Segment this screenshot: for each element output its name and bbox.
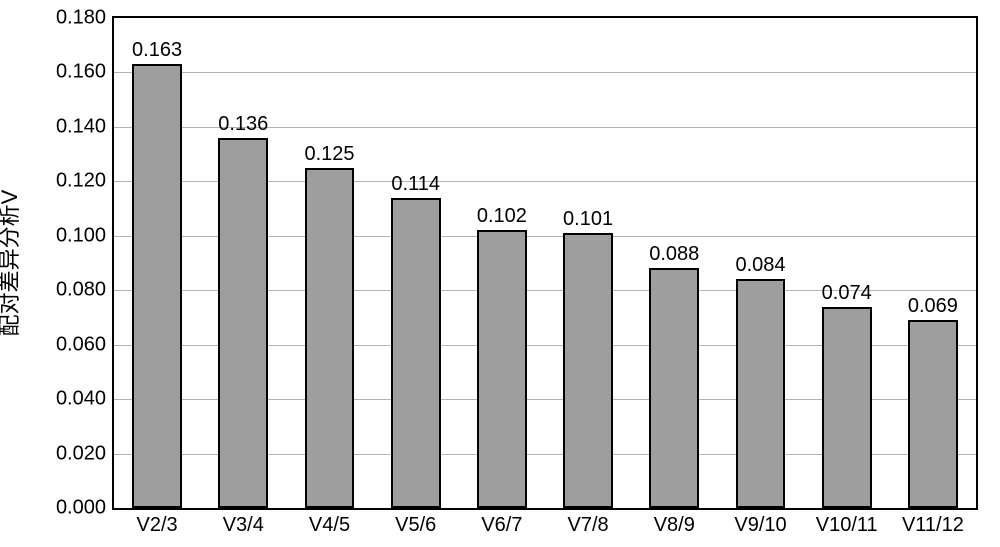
y-tick-label: 0.160 [56,61,114,84]
y-tick-label: 0.080 [56,279,114,302]
bar-value-label: 0.114 [391,173,440,200]
bar-value-label: 0.074 [822,282,872,309]
bar-value-label: 0.088 [649,243,699,270]
y-tick-label: 0.140 [56,115,114,138]
y-tick-label: 0.040 [56,388,114,411]
bar: 0.163 [132,64,182,508]
x-tick-label: V11/12 [902,508,964,537]
bar: 0.074 [822,307,872,508]
y-tick-label: 0.180 [56,7,114,30]
bar: 0.102 [477,230,527,508]
gridline [114,72,976,73]
y-tick-label: 0.100 [56,224,114,247]
bar: 0.084 [736,279,786,508]
bar-value-label: 0.125 [304,143,354,170]
x-tick-label: V4/5 [309,508,350,537]
bar-value-label: 0.163 [132,39,182,66]
y-tick-label: 0.060 [56,333,114,356]
bar: 0.114 [391,198,441,508]
x-tick-label: V9/10 [734,508,786,537]
bar-value-label: 0.069 [908,295,958,322]
bar: 0.101 [563,233,613,508]
x-tick-label: V2/3 [137,508,178,537]
bar-value-label: 0.101 [563,208,613,235]
bar: 0.136 [218,138,268,508]
x-tick-label: V10/11 [816,508,878,537]
bar-value-label: 0.136 [218,113,268,140]
bar-value-label: 0.084 [735,254,785,281]
bar: 0.088 [649,268,699,508]
y-tick-label: 0.000 [56,497,114,520]
bar: 0.069 [908,320,958,508]
x-tick-label: V6/7 [481,508,522,537]
y-axis-label: 配对差异分析V [0,190,24,337]
y-tick-label: 0.020 [56,442,114,465]
x-tick-label: V3/4 [223,508,264,537]
plot-area: 0.0000.0200.0400.0600.0800.1000.1200.140… [112,16,978,510]
y-tick-label: 0.120 [56,170,114,193]
x-tick-label: V7/8 [568,508,609,537]
x-tick-label: V8/9 [654,508,695,537]
x-tick-label: V5/6 [395,508,436,537]
bar-chart: 配对差异分析V 0.0000.0200.0400.0600.0800.1000.… [0,0,1000,547]
bar-value-label: 0.102 [477,205,527,232]
bar: 0.125 [305,168,355,508]
